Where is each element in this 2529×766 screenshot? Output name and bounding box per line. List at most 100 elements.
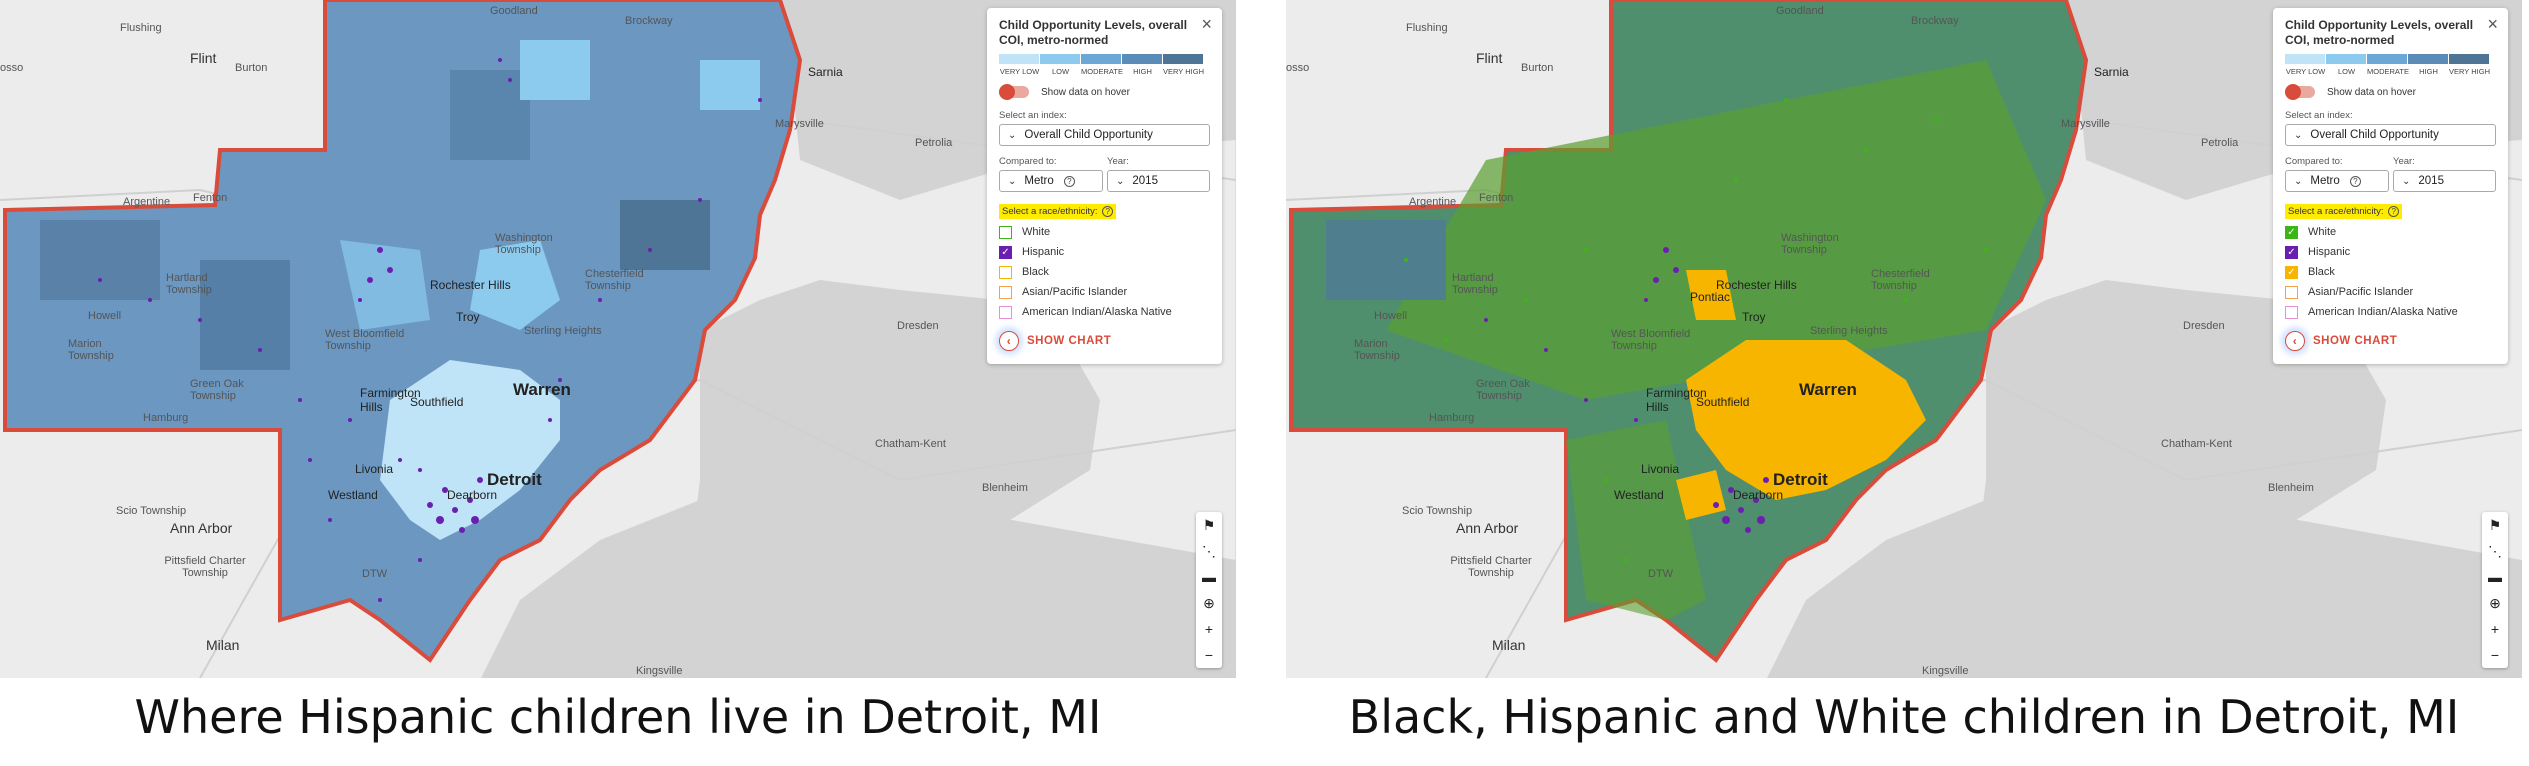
show-chart-button[interactable]: ‹ SHOW CHART [999, 331, 1210, 351]
checkbox[interactable]: ✓ [2285, 245, 2298, 259]
race-option-label: Hispanic [2308, 246, 2351, 258]
close-icon[interactable]: × [1201, 14, 1212, 34]
toggle-label: Show data on hover [1041, 86, 1130, 98]
chevron-down-icon: ⌄ [1008, 175, 1017, 187]
place-label: Chesterfield Township [585, 268, 644, 292]
caption-right: Black, Hispanic and White children in De… [1348, 690, 2460, 744]
place-label: Dresden [897, 320, 939, 332]
show-data-toggle[interactable] [2285, 84, 2315, 100]
race-option-black[interactable]: ✓ Black [2285, 265, 2496, 279]
toggle-knob [999, 84, 1015, 100]
tract-low [700, 60, 760, 110]
index-select[interactable]: ⌄ Overall Child Opportunity [999, 124, 1210, 146]
place-label: Rochester Hills [430, 278, 511, 292]
compared-label: Compared to: [999, 156, 1057, 167]
place-label: osso [0, 62, 24, 74]
race-option-asian[interactable]: Asian/Pacific Islander [999, 285, 1210, 299]
zoom-out-icon[interactable]: − [2490, 647, 2500, 663]
chevron-down-icon: ⌄ [2402, 175, 2411, 187]
map-canvas[interactable] [1286, 0, 2522, 678]
help-icon[interactable]: ? [1063, 175, 1075, 187]
place-label: Milan [206, 637, 240, 653]
toggle-knob [2285, 84, 2301, 100]
caption-left: Where Hispanic children live in Detroit,… [134, 690, 1102, 744]
airport-label: DTW [362, 568, 388, 580]
white-children-area [1386, 60, 2046, 400]
place-label: Warren [1799, 380, 1857, 399]
show-data-toggle[interactable] [999, 84, 1029, 100]
locate-icon[interactable]: ⊕ [1203, 594, 1215, 611]
map-panel-hispanic[interactable]: osso Flushing Goodland Brockway Flint Bu… [0, 0, 1236, 678]
place-label: Petrolia [915, 137, 953, 149]
checkbox[interactable]: ✓ [2285, 225, 2298, 239]
close-icon[interactable]: × [2487, 14, 2498, 34]
place-label: Green Oak Township [190, 378, 244, 402]
help-icon[interactable]: ? [2349, 175, 2361, 187]
race-option-native[interactable]: American Indian/Alaska Native [2285, 305, 2496, 319]
race-option-asian[interactable]: Asian/Pacific Islander [2285, 285, 2496, 299]
place-label: Washington Township [495, 232, 553, 256]
place-label: Farmington Hills [1646, 386, 1707, 414]
place-label: Pittsfield Charter Township [1450, 555, 1532, 579]
scale-label: VERY LOW [2285, 67, 2326, 76]
white-dots [1404, 98, 1988, 562]
place-label: Kingsville [1922, 665, 1969, 677]
us-map-icon[interactable]: ▬ [1202, 569, 1216, 585]
index-select[interactable]: ⌄ Overall Child Opportunity [2285, 124, 2496, 146]
checkbox[interactable] [2285, 305, 2298, 319]
place-label: Hartland Township [1452, 272, 1498, 296]
race-option-label: American Indian/Alaska Native [1022, 306, 1172, 318]
place-label: Hamburg [1429, 412, 1475, 424]
show-chart-label: SHOW CHART [1027, 335, 1112, 347]
tract-high [40, 220, 160, 300]
race-option-hispanic[interactable]: ✓ Hispanic [999, 245, 1210, 259]
race-option-white[interactable]: White [999, 225, 1210, 239]
scale-label: LOW [1051, 67, 1070, 76]
place-label: Brockway [1911, 15, 1959, 27]
race-option-black[interactable]: Black [999, 265, 1210, 279]
place-label: Hartland Township [166, 272, 212, 296]
race-option-white[interactable]: ✓ White [2285, 225, 2496, 239]
place-label: Pittsfield Charter Township [164, 555, 246, 579]
place-label: Farmington Hills [360, 386, 421, 414]
compared-select[interactable]: ⌄ Metro? [2285, 170, 2389, 192]
scale-labels: VERY LOW LOW MODERATE HIGH VERY HIGH [2285, 67, 2496, 76]
compared-select[interactable]: ⌄ Metro? [999, 170, 1103, 192]
zoom-in-icon[interactable]: + [1204, 621, 1214, 637]
place-label: osso [1286, 62, 1310, 74]
checkbox[interactable] [999, 285, 1012, 299]
checkbox[interactable]: ✓ [999, 245, 1012, 259]
map-panel-multi-race[interactable]: osso Flushing Goodland Brockway Flint Bu… [1286, 0, 2522, 678]
pan-icon[interactable]: ⚑ [1202, 516, 1216, 533]
lasso-icon[interactable]: ⋱ [1202, 542, 1216, 559]
race-option-hispanic[interactable]: ✓ Hispanic [2285, 245, 2496, 259]
scale-label: VERY HIGH [1163, 67, 1204, 76]
help-icon: ? [1102, 206, 1114, 217]
scale-swatch [2285, 54, 2325, 64]
show-chart-label: SHOW CHART [2313, 335, 2398, 347]
zoom-in-icon[interactable]: + [2490, 621, 2500, 637]
lasso-icon[interactable]: ⋱ [2488, 542, 2502, 559]
show-chart-button[interactable]: ‹ SHOW CHART [2285, 331, 2496, 351]
scale-label: VERY LOW [999, 67, 1040, 76]
checkbox[interactable] [2285, 285, 2298, 299]
scale-labels: VERY LOW LOW MODERATE HIGH VERY HIGH [999, 67, 1210, 76]
us-map-icon[interactable]: ▬ [2488, 569, 2502, 585]
checkbox[interactable]: ✓ [2285, 265, 2298, 279]
place-label: Pontiac [1690, 290, 1731, 304]
checkbox[interactable] [999, 265, 1012, 279]
index-label: Select an index: [2285, 110, 2353, 121]
place-label: Flint [1476, 50, 1503, 66]
tract-very-high [620, 200, 710, 270]
compared-value: Metro [1024, 175, 1054, 187]
checkbox[interactable] [999, 225, 1012, 239]
place-label: Burton [235, 62, 268, 74]
locate-icon[interactable]: ⊕ [2489, 594, 2501, 611]
pan-icon[interactable]: ⚑ [2488, 516, 2502, 533]
race-option-native[interactable]: American Indian/Alaska Native [999, 305, 1210, 319]
year-select[interactable]: ⌄ 2015 [1107, 170, 1210, 192]
year-select[interactable]: ⌄ 2015 [2393, 170, 2496, 192]
checkbox[interactable] [999, 305, 1012, 319]
scale-swatch [2326, 54, 2366, 64]
zoom-out-icon[interactable]: − [1204, 647, 1214, 663]
